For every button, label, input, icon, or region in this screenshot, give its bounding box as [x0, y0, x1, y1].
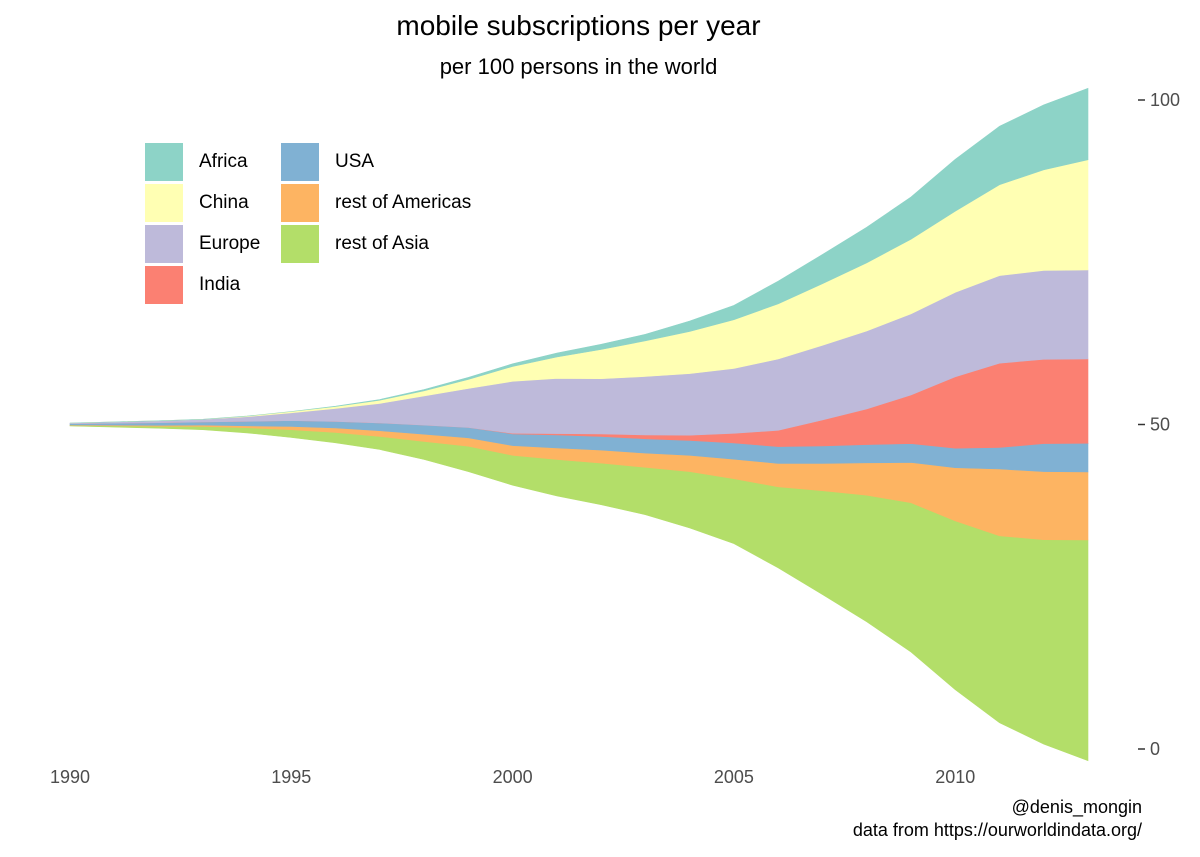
legend-swatch — [281, 184, 319, 222]
legend-item-india: India — [145, 266, 240, 304]
legend-item-china: China — [145, 184, 249, 222]
series-layer — [69, 87, 1089, 762]
caption-author: @denis_mongin — [1011, 797, 1142, 817]
y-tick-label: 100 — [1150, 90, 1180, 110]
x-tick-label: 1990 — [50, 767, 90, 787]
legend-item-africa: Africa — [145, 143, 248, 181]
legend-swatch — [145, 266, 183, 304]
legend-label: Europe — [199, 233, 261, 254]
chart-title: mobile subscriptions per year — [396, 10, 761, 41]
legend-swatch — [281, 143, 319, 181]
legend-swatch — [281, 225, 319, 263]
x-tick-label: 2010 — [935, 767, 975, 787]
x-axis: 1990 1995 2000 2005 2010 — [50, 767, 975, 787]
legend-swatch — [145, 225, 183, 263]
legend-item-usa: USA — [281, 143, 374, 181]
legend-swatch — [145, 143, 183, 181]
legend-swatch — [145, 184, 183, 222]
legend-label: India — [199, 274, 241, 295]
x-tick-label: 2005 — [714, 767, 754, 787]
legend-label: rest of Americas — [335, 192, 472, 213]
x-tick-label: 2000 — [493, 767, 533, 787]
y-axis: 0 50 100 — [1138, 90, 1180, 759]
legend-item-rest-of-asia: rest of Asia — [281, 225, 429, 263]
legend-label: rest of Asia — [335, 233, 429, 254]
legend-label: USA — [335, 151, 375, 172]
y-tick-label: 50 — [1150, 415, 1170, 435]
legend-item-rest-of-americas: rest of Americas — [281, 184, 471, 222]
x-tick-label: 1995 — [271, 767, 311, 787]
legend-label: Africa — [199, 151, 248, 172]
caption-source: data from https://ourworldindata.org/ — [852, 820, 1142, 840]
series-area-africa — [69, 87, 1089, 424]
y-tick-label: 0 — [1150, 739, 1160, 759]
legend-item-europe: Europe — [145, 225, 260, 263]
chart-subtitle: per 100 persons in the world — [439, 54, 718, 79]
legend-label: China — [199, 192, 249, 213]
